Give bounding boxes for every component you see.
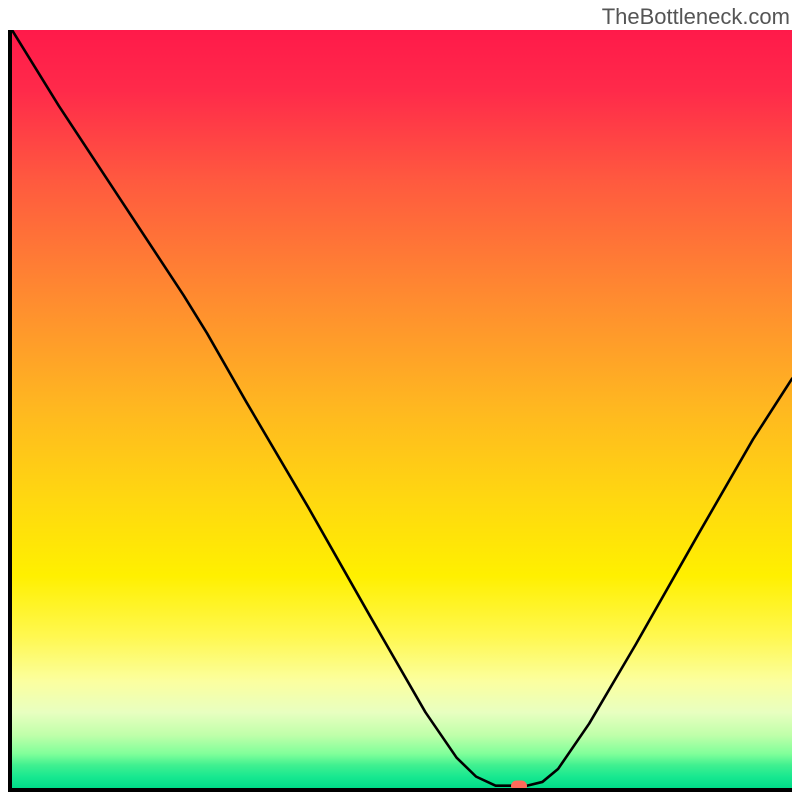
optimum-marker	[511, 780, 527, 791]
watermark-text: TheBottleneck.com	[602, 4, 790, 30]
plot-area	[8, 30, 792, 792]
bottleneck-curve	[12, 30, 792, 788]
chart-container: { "watermark": { "text": "TheBottleneck.…	[0, 0, 800, 800]
